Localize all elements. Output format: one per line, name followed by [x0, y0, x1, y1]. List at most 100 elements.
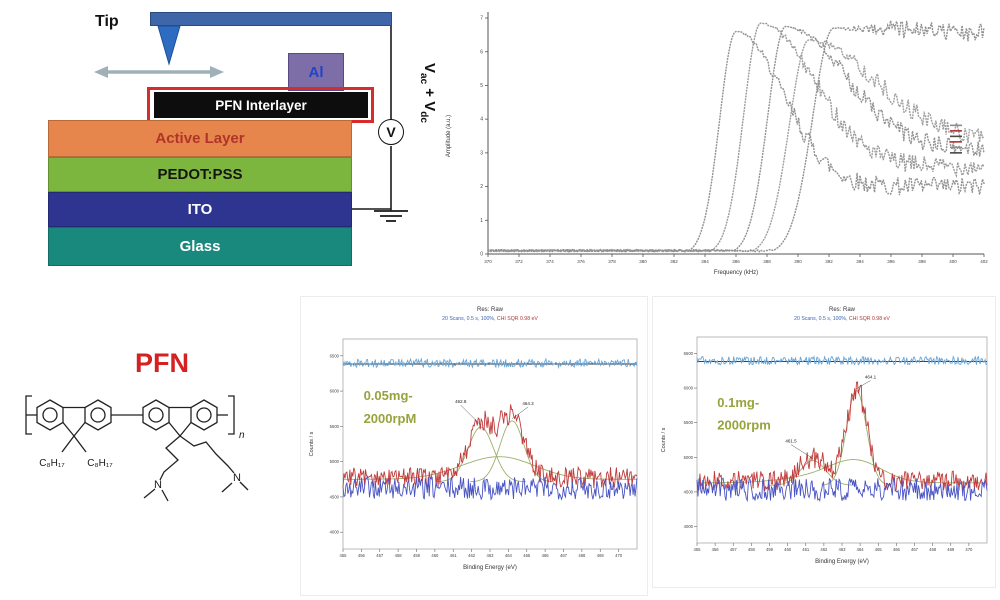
- plot-frame: [342, 338, 638, 550]
- pfn-interlayer-bar: PFN Interlayer: [154, 92, 368, 118]
- residual-trace: [342, 475, 638, 501]
- y-axis-label: Counts / s: [661, 427, 667, 452]
- x-tick-label: 461: [802, 547, 810, 552]
- condition-annotation: 0.1mg-: [717, 395, 759, 410]
- y-tick-label: 6500: [330, 353, 340, 358]
- nitrogen-label-1: N: [154, 479, 162, 491]
- x-tick-label: 464: [505, 553, 513, 558]
- x-axis-label: Frequency (kHz): [714, 270, 758, 276]
- x-tick-label: 465: [875, 547, 883, 552]
- x-tick-label: 463: [487, 553, 495, 558]
- nitrogen-label-2: N: [233, 472, 241, 484]
- y-tick-label: 5: [480, 83, 483, 89]
- x-tick-label: 400: [949, 259, 957, 264]
- pfn-interlayer-label: PFN Interlayer: [215, 97, 307, 113]
- peak-label: 464.3: [522, 401, 534, 406]
- y-tick-label: 6000: [330, 389, 340, 394]
- y-tick-label: 6000: [684, 386, 694, 391]
- al-label: Al: [308, 63, 324, 81]
- pfn-structure-drawing: PFN: [25, 348, 249, 502]
- x-axis-label: Binding Energy (eV): [463, 565, 517, 571]
- layer-ito-label: ITO: [187, 201, 213, 218]
- spectrum-chart-b: Res: Raw 20 Scans, 0.5 s, 100%, CHI SQR 0…: [661, 307, 988, 565]
- frequency-sweep-chart: 0 1 2 3 4 5 6 7 370 372 374 376 378 380 382 384 386 388 39…: [446, 12, 988, 276]
- chart-subtitle: 20 Scans, 0.5 s, 100%, CHI SQR 0.98 eV: [794, 316, 890, 322]
- condition-annotation: 2000rpm: [717, 418, 770, 433]
- x-tick-label: 460: [784, 547, 792, 552]
- x-tick-label: 398: [918, 259, 926, 264]
- x-tick-label: 456: [358, 553, 366, 558]
- alkyl-chain-label-1: C₈H₁₇: [39, 458, 65, 469]
- layer-pedot-label: PEDOT:PSS: [157, 166, 243, 183]
- pfn-highlight-box: [147, 87, 374, 123]
- y-tick-label: 5000: [330, 459, 340, 464]
- reference-trace: [696, 355, 988, 366]
- x-axis-label: Binding Energy (eV): [815, 559, 869, 565]
- x-tick-label: 376: [577, 259, 585, 264]
- y-axis-label: Counts / s: [309, 431, 315, 456]
- molecule-title: PFN: [135, 348, 189, 378]
- ground-icon: [374, 210, 408, 222]
- sweep-curve-3: [487, 25, 985, 253]
- x-tick-label: 469: [947, 547, 955, 552]
- x-tick-label: 378: [608, 259, 616, 264]
- x-tick-label: 460: [431, 553, 439, 558]
- layer-pedot: PEDOT:PSS: [48, 157, 352, 192]
- repeat-unit-label: n: [239, 430, 245, 441]
- reference-trace: [342, 357, 638, 370]
- pfn-molecule: PFN: [2, 330, 302, 594]
- frequency-sweep-figure: 0 1 2 3 4 5 6 7 370 372 374 376 378 380 382 384 386 388 39…: [436, 2, 996, 296]
- x-tick-label: 468: [929, 547, 937, 552]
- x-tick-label: 457: [376, 553, 384, 558]
- cantilever-holder-bar: [150, 12, 392, 26]
- peak-label: 462.8: [455, 399, 467, 404]
- y-tick-label: 0: [480, 252, 483, 258]
- x-tick-label: 372: [515, 259, 523, 264]
- x-tick-label: 457: [730, 547, 738, 552]
- chart-title: Res: Raw: [477, 307, 504, 313]
- y-tick-label: 2: [480, 184, 483, 190]
- fit-baseline: [343, 456, 637, 480]
- signal-trace: [696, 381, 988, 492]
- x-tick-label: 470: [965, 547, 973, 552]
- spectrum-b-plot: Res: Raw 20 Scans, 0.5 s, 100%, CHI SQR 0…: [661, 307, 988, 565]
- x-tick-label: 455: [340, 553, 348, 558]
- peak-leader-line: [460, 405, 481, 426]
- y-tick-label: 7: [480, 16, 483, 22]
- x-tick-label: 465: [523, 553, 531, 558]
- x-tick-label: 462: [468, 553, 476, 558]
- scan-direction-arrow-icon: [94, 66, 224, 78]
- y-tick-label: 5500: [330, 424, 340, 429]
- x-tick-label: 390: [794, 259, 802, 264]
- y-tick-label: 4: [480, 117, 483, 123]
- x-tick-label: 380: [639, 259, 647, 264]
- x-tick-label: 382: [670, 259, 678, 264]
- layer-active: Active Layer: [48, 120, 352, 157]
- tip-label: Tip: [95, 13, 119, 30]
- x-tick-label: 459: [413, 553, 421, 558]
- molecule-skeleton: [25, 395, 249, 502]
- x-tick-label: 467: [911, 547, 919, 552]
- x-tick-label: 463: [839, 547, 847, 552]
- y-tick-label: 4500: [684, 489, 694, 494]
- signal-trace: [342, 404, 638, 489]
- x-tick-label: 392: [825, 259, 833, 264]
- y-tick-label: 4000: [684, 524, 694, 529]
- y-axis-label: Amplitude (a.u.): [446, 115, 452, 157]
- x-tick-label: 461: [450, 553, 458, 558]
- spectrum-a-plot: Res: Raw 20 Scans, 0.5 s, 100%, CHI SQR 0…: [309, 307, 638, 571]
- spectrum-chart-a: Res: Raw 20 Scans, 0.5 s, 100%, CHI SQR 0…: [309, 307, 638, 571]
- afm-tip-cone-icon: [157, 25, 181, 66]
- al-electrode: Al: [288, 53, 344, 91]
- condition-annotation: 2000rpM: [364, 411, 417, 426]
- spectrum-figure-b: Res: Raw 20 Scans, 0.5 s, 100%, CHI SQR 0…: [652, 296, 996, 588]
- schematic-wires-drawing: [94, 25, 408, 222]
- x-tick-label: 456: [712, 547, 720, 552]
- sweep-curve-5: [487, 20, 985, 253]
- x-tick-label: 394: [856, 259, 864, 264]
- x-tick-label: 469: [597, 553, 605, 558]
- x-tick-label: 458: [395, 553, 403, 558]
- layer-active-label: Active Layer: [155, 130, 245, 147]
- layer-ito: ITO: [48, 192, 352, 227]
- y-tick-label: 6: [480, 49, 483, 55]
